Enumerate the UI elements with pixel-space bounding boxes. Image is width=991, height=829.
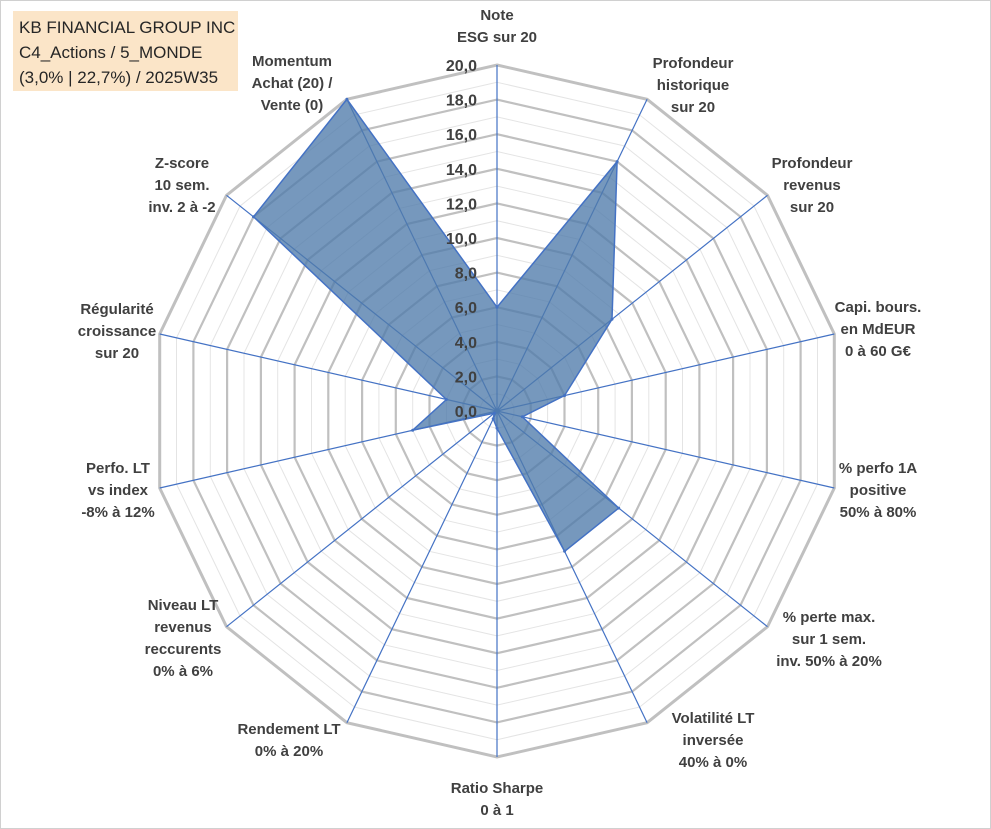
series-point xyxy=(495,305,499,309)
tick-label: 0,0 xyxy=(455,404,477,421)
tick-label: 14,0 xyxy=(446,162,477,179)
axis-spoke xyxy=(159,333,498,412)
series-point xyxy=(252,215,255,219)
axis-label: Perfo. LT vs index -8% à 12% xyxy=(81,460,154,521)
tick-label: 20,0 xyxy=(446,58,477,75)
series-point xyxy=(563,549,567,553)
series-point xyxy=(520,415,524,419)
axis-label: Profondeur historique sur 20 xyxy=(653,55,734,116)
series-point xyxy=(563,394,566,398)
tick-label: 16,0 xyxy=(446,127,477,144)
axis-label: Momentum Achat (20) / Vente (0) xyxy=(252,53,334,114)
axis-spoke xyxy=(346,410,498,723)
axis-spoke xyxy=(496,410,835,489)
axis-spoke xyxy=(226,410,498,628)
series-point xyxy=(411,428,415,432)
axis-label: Volatilité LT inversée 40% à 0% xyxy=(672,710,755,771)
axis-label: Capi. bours. en MdEUR 0 à 60 G€ xyxy=(835,299,922,360)
series-point xyxy=(615,160,619,164)
chart-title-line-1: KB FINANCIAL GROUP INC xyxy=(19,18,236,37)
axis-label: % perfo 1A positive 50% à 80% xyxy=(839,460,918,521)
tick-label: 4,0 xyxy=(455,335,477,352)
chart-title-line-3: (3,0% | 22,7%) / 2025W35 xyxy=(19,68,219,87)
tick-label: 6,0 xyxy=(455,300,477,317)
axis-label: Z-score 10 sem. inv. 2 à -2 xyxy=(148,155,215,216)
tick-label: 18,0 xyxy=(446,93,477,110)
tick-label: 2,0 xyxy=(455,369,477,386)
tick-label: 8,0 xyxy=(455,266,477,283)
chart-title-line-2: C4_Actions / 5_MONDE xyxy=(19,43,203,62)
axis-label: Rendement LT 0% à 20% xyxy=(237,721,340,760)
series-point xyxy=(495,426,499,430)
series-point xyxy=(444,398,448,401)
tick-label: 10,0 xyxy=(446,231,477,248)
series-point xyxy=(491,417,495,421)
axis-label: Profondeur revenus sur 20 xyxy=(772,155,853,216)
axis-label: Ratio Sharpe 0 à 1 xyxy=(451,780,544,819)
series-point xyxy=(617,506,621,510)
chart-title-box: KB FINANCIAL GROUP INC C4_Actions / 5_MO… xyxy=(13,11,238,91)
axis-label: % perte max. sur 1 sem. inv. 50% à 20% xyxy=(776,609,882,670)
series-point xyxy=(492,411,496,415)
axis-label: Note ESG sur 20 xyxy=(457,7,537,46)
series-point xyxy=(345,97,349,101)
axis-label: Régularité croissance sur 20 xyxy=(78,301,156,362)
series-point xyxy=(610,317,614,321)
tick-label: 12,0 xyxy=(446,196,477,213)
axis-label: Niveau LT revenus reccurents 0% à 6% xyxy=(145,597,222,680)
